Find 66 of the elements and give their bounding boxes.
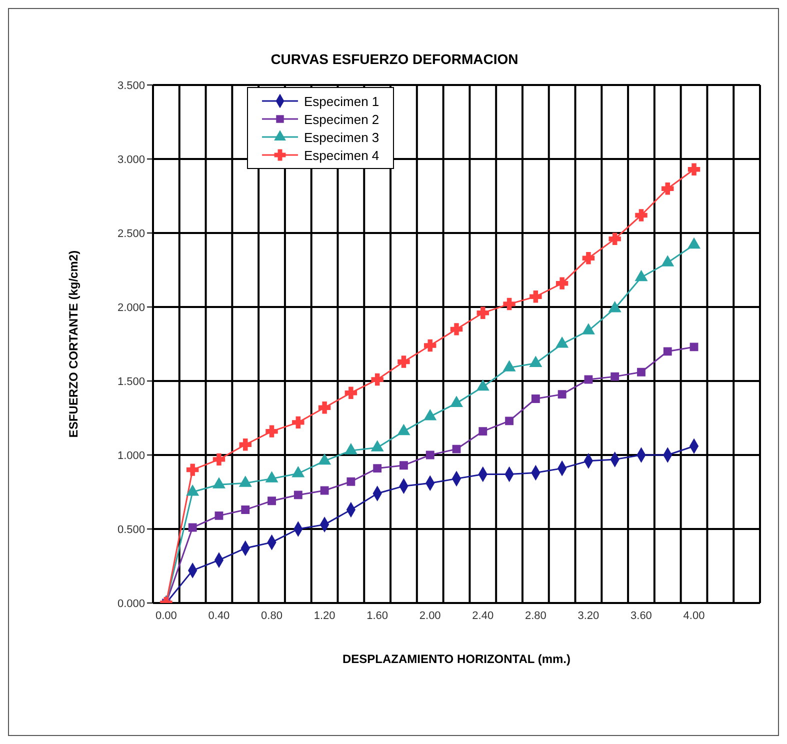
point: [400, 461, 408, 470]
point: [212, 453, 226, 466]
x-tick-label: 0.80: [261, 610, 282, 622]
point: [292, 416, 304, 429]
chart-title: CURVAS ESFUERZO DEFORMACION: [270, 51, 520, 67]
y-tick-label: 0.000: [117, 598, 145, 610]
x-tick-label: 1.60: [366, 610, 388, 622]
point: [344, 386, 358, 399]
point: [663, 347, 672, 356]
point: [424, 339, 436, 352]
x-tick-label: 2.00: [419, 610, 441, 622]
point: [318, 402, 331, 414]
legend-label: Especimen 1: [304, 94, 380, 108]
x-tick-label: 3.20: [578, 610, 600, 622]
point: [690, 342, 698, 352]
point: [239, 438, 252, 451]
point: [294, 490, 302, 500]
y-tick-label: 2.500: [117, 228, 145, 240]
legend-label: Especimen 4: [304, 148, 380, 162]
point: [371, 373, 384, 386]
x-tick-label: 0.00: [155, 610, 177, 622]
legend-label: Especimen 2: [304, 112, 380, 126]
point: [530, 290, 542, 303]
point: [503, 298, 516, 310]
x-axis-title: DESPLAZAMIENTO HORIZONTAL (mm.): [342, 652, 571, 666]
point: [450, 323, 463, 336]
x-tick-label: 2.40: [472, 610, 494, 622]
point: [268, 496, 276, 506]
point: [186, 464, 199, 476]
point: [346, 477, 356, 486]
point: [426, 450, 434, 460]
point: [558, 390, 566, 399]
x-tick-label: 3.60: [630, 610, 652, 622]
point: [662, 182, 674, 195]
point: [478, 427, 488, 436]
point: [320, 486, 329, 495]
legend-label: Especimen 3: [304, 130, 380, 144]
point: [531, 394, 540, 403]
y-tick-label: 1.500: [117, 376, 145, 388]
point: [637, 368, 646, 376]
point: [373, 464, 382, 473]
y-axis-title: ESFUERZO CORTANTE (kg/cm2): [66, 250, 80, 438]
x-tick-label: 4.00: [683, 610, 705, 622]
y-tick-label: 2.000: [117, 302, 145, 314]
point: [241, 506, 250, 514]
point: [688, 163, 700, 176]
y-tick-label: 1.000: [117, 450, 145, 462]
point: [635, 209, 648, 222]
point: [610, 372, 620, 381]
y-tick-label: 0.500: [117, 524, 145, 536]
point: [188, 523, 197, 532]
point: [584, 375, 593, 384]
x-tick-label: 2.80: [524, 610, 546, 622]
point: [556, 277, 568, 290]
point: [476, 306, 490, 320]
x-tick-label: 1.20: [314, 610, 336, 622]
point: [582, 252, 595, 264]
point: [608, 232, 621, 246]
y-tick-label: 3.000: [117, 154, 145, 166]
point: [398, 356, 410, 368]
y-tick-label: 3.500: [117, 80, 145, 92]
point: [214, 511, 224, 520]
x-tick-label: 0.40: [208, 610, 230, 622]
point: [505, 416, 514, 426]
point: [266, 425, 278, 438]
point: [452, 444, 461, 454]
